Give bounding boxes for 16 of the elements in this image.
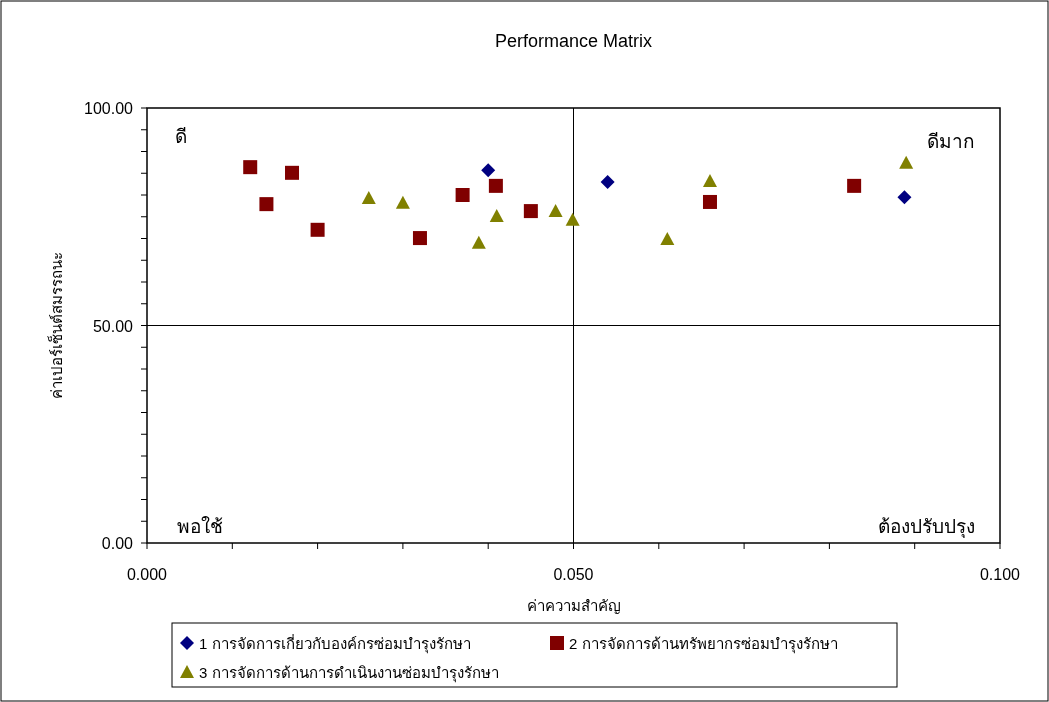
y-tick-label: 0.00	[101, 535, 134, 552]
x-tick-label: 0.000	[126, 566, 168, 583]
y-axis-title: ค่าเปอร์เซ็นต์สมรรถนะ	[47, 252, 65, 399]
legend-label: 1 การจัดการเกี่ยวกับองค์กรซ่อมบำรุงรักษา	[199, 633, 471, 654]
x-tick-label: 0.100	[979, 566, 1021, 583]
annotation: พอใช้	[177, 516, 223, 537]
legend-label: 2 การจัดการด้านทรัพยากรซ่อมบำรุงรักษา	[569, 635, 838, 654]
annotation: ต้องปรับปรุง	[878, 516, 975, 539]
legend-label: 3 การจัดการด้านการดำเนินงานซ่อมบำรุงรักษา	[199, 664, 499, 683]
y-tick-label: 100.00	[84, 100, 134, 117]
annotation: ดีมาก	[927, 131, 975, 152]
annotation: ดี	[175, 126, 187, 147]
chart-title: Performance Matrix	[494, 31, 653, 51]
x-tick-label: 0.050	[553, 566, 594, 583]
x-axis-title: ค่าความสำคัญ	[526, 597, 621, 614]
y-tick-label: 50.00	[92, 317, 134, 335]
